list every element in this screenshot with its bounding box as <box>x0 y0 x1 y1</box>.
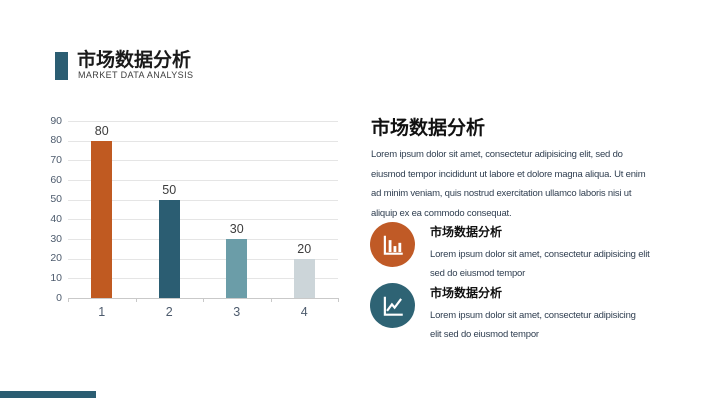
y-tick-label: 0 <box>56 291 62 304</box>
bar-value-label: 20 <box>297 241 312 256</box>
y-tick-label: 70 <box>50 153 62 166</box>
bar-chart-icon <box>370 222 415 267</box>
line-chart-glyph <box>383 296 403 316</box>
slide-subtitle: MARKET DATA ANALYSIS <box>78 70 194 80</box>
gridline <box>68 219 338 221</box>
bar <box>226 239 248 298</box>
line-chart-icon <box>370 283 415 328</box>
y-tick-label: 20 <box>50 252 62 265</box>
slide-title: 市场数据分析 <box>77 50 192 71</box>
gridline <box>68 180 338 181</box>
bar-value-label: 30 <box>229 222 244 236</box>
feature-item-1: 市场数据分析 Lorem ipsum dolor sit amet, conse… <box>370 222 700 279</box>
bar-chart: 0 10 20 30 40 50 60 70 80 90 80 1 50 2 30 3 20 4 <box>45 112 345 327</box>
bar <box>293 258 315 298</box>
feature-title: 市场数据分析 <box>430 225 503 239</box>
y-tick-label: 60 <box>50 173 62 186</box>
gridline <box>68 199 338 201</box>
y-tick-label: 50 <box>50 193 62 206</box>
bar-chart-glyph <box>383 235 403 255</box>
chart-plot: 0 10 20 30 40 50 60 70 80 90 80 1 50 2 30 3 20 4 <box>45 112 345 327</box>
axis-tick <box>270 298 272 302</box>
x-tick-label: 4 <box>300 305 308 319</box>
bar-value-label: 50 <box>162 182 177 197</box>
x-tick-label: 2 <box>165 305 173 319</box>
gridline <box>68 258 338 260</box>
gridline <box>68 160 338 162</box>
axis-tick <box>203 298 204 302</box>
feature-text: Lorem ipsum dolor sit amet, consectetur … <box>430 249 650 279</box>
bar <box>91 140 113 298</box>
y-tick-label: 40 <box>50 212 62 225</box>
feature-title: 市场数据分析 <box>430 286 503 300</box>
y-tick-label: 80 <box>50 134 62 147</box>
y-tick-label: 30 <box>50 232 62 245</box>
feature-text: Lorem ipsum dolor sit amet, consectetur … <box>430 310 636 340</box>
bar-value-label: 80 <box>94 123 109 138</box>
y-tick-label: 90 <box>50 114 62 127</box>
gridline <box>68 140 338 142</box>
gridline <box>68 278 338 280</box>
y-tick-label: 10 <box>50 271 62 284</box>
title-accent-bar <box>55 52 68 80</box>
content-paragraph: Lorem ipsum dolor sit amet, consectetur … <box>371 149 646 219</box>
axis-tick <box>135 298 137 302</box>
feature-item-2: 市场数据分析 Lorem ipsum dolor sit amet, conse… <box>370 283 700 340</box>
footer-accent-bar <box>0 391 96 398</box>
axis-tick <box>338 298 339 302</box>
bar <box>158 199 180 298</box>
gridline <box>68 239 338 240</box>
content-heading: 市场数据分析 <box>371 118 486 139</box>
gridline <box>68 121 338 122</box>
x-tick-label: 1 <box>98 305 106 319</box>
axis-tick <box>68 298 69 302</box>
x-tick-label: 3 <box>233 305 241 319</box>
